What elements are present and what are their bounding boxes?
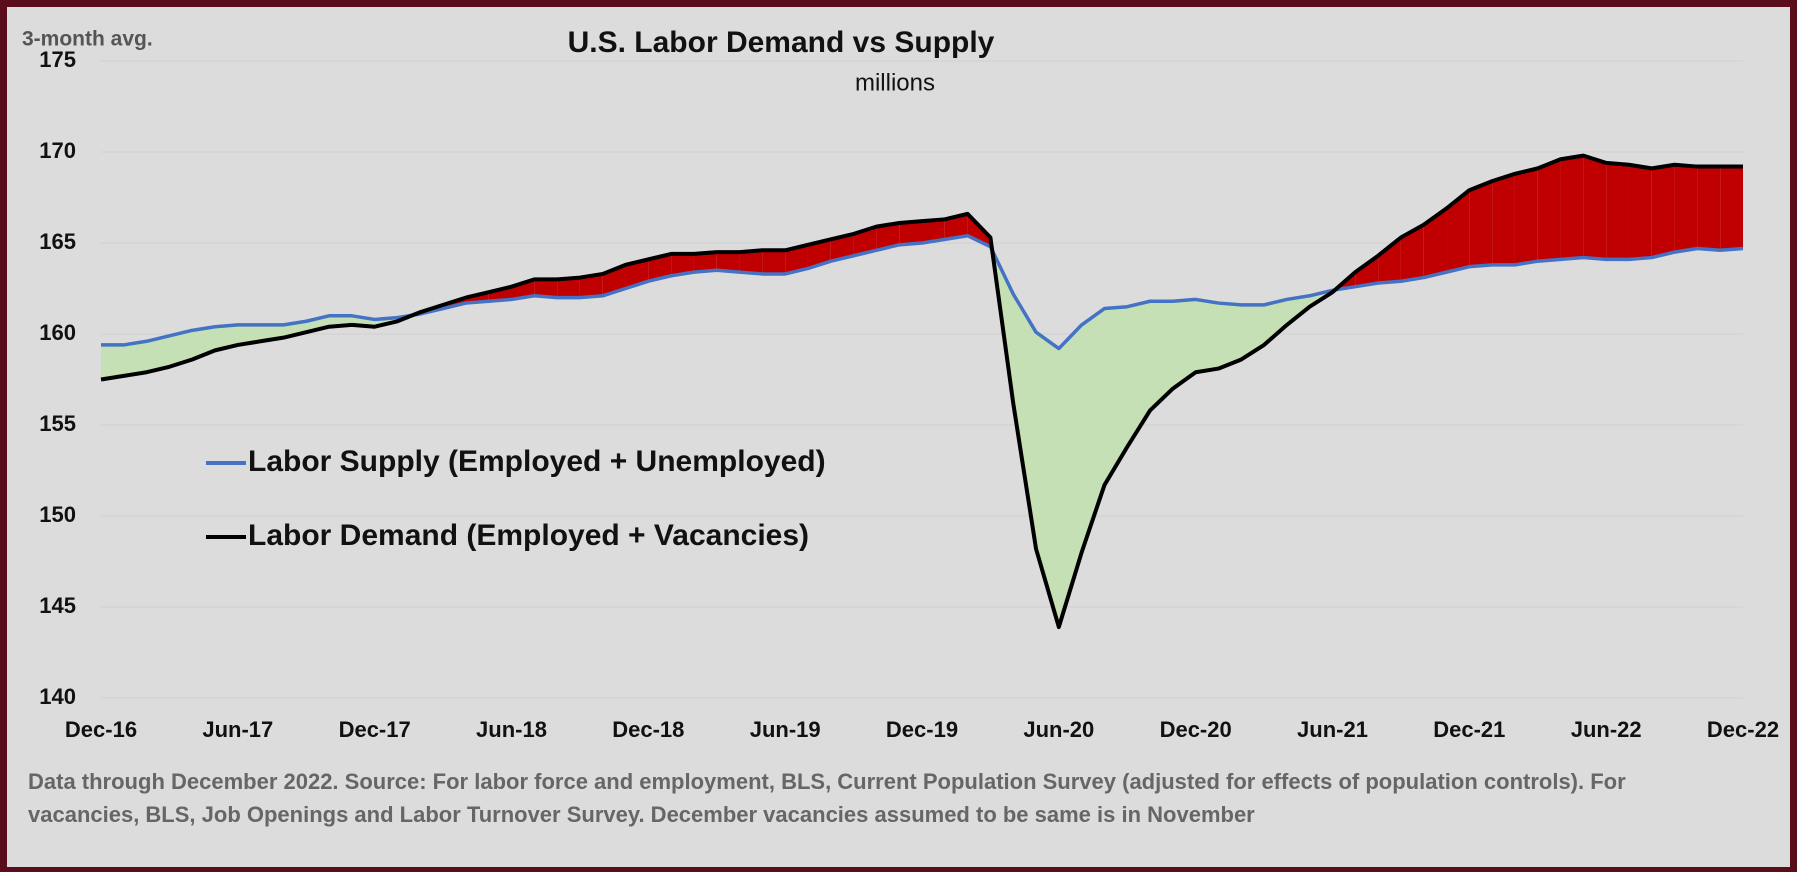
gap-fill xyxy=(1241,304,1265,360)
gap-fill xyxy=(1583,155,1607,260)
panel xyxy=(7,7,1790,867)
chart-subtitle: millions xyxy=(855,69,935,96)
y-tick-label: 160 xyxy=(39,320,76,345)
gap-fill xyxy=(1560,155,1584,260)
legend-label: Labor Demand (Employed + Vacancies) xyxy=(248,519,809,552)
footnote: Data through December 2022. Source: For … xyxy=(28,769,1626,794)
gap-fill xyxy=(215,324,238,351)
gap-fill xyxy=(1127,301,1151,447)
gap-fill xyxy=(1013,293,1037,549)
x-tick-label: Jun-17 xyxy=(202,717,273,742)
gap-fill xyxy=(534,279,558,298)
x-tick-label: Dec-18 xyxy=(612,717,684,742)
gap-fill xyxy=(1674,164,1698,253)
series-line xyxy=(100,153,1743,630)
x-tick-label: Jun-18 xyxy=(476,717,547,742)
x-tick-label: Jun-20 xyxy=(1023,717,1094,742)
lines xyxy=(100,153,1744,630)
gap-fill xyxy=(1286,295,1310,325)
gap-fill xyxy=(579,273,603,298)
gap-fill xyxy=(1697,166,1721,251)
x-tick-label: Jun-21 xyxy=(1297,717,1368,742)
gap-fill xyxy=(876,222,900,251)
gap-fill xyxy=(1492,173,1515,265)
gap-fill xyxy=(922,219,945,243)
gap-fill xyxy=(101,344,124,380)
gap-fill xyxy=(716,252,740,273)
gap-fill xyxy=(785,244,808,274)
legend-label: Labor Supply (Employed + Unemployed) xyxy=(248,445,826,478)
x-tick-label: Dec-22 xyxy=(1707,717,1779,742)
gap-fill xyxy=(1218,303,1242,369)
gap-fill xyxy=(1628,164,1652,260)
gap-fill xyxy=(1423,208,1447,278)
gap-fill xyxy=(1172,299,1196,389)
y-tick-label: 155 xyxy=(39,411,76,436)
footnote: vacancies, BLS, Job Openings and Labor T… xyxy=(28,802,1255,827)
y-tick-label: 170 xyxy=(39,138,76,163)
gap-fill xyxy=(1264,299,1287,345)
y-tick-label: 175 xyxy=(39,47,76,72)
gap-fill xyxy=(557,277,580,298)
gap-fill xyxy=(648,253,672,282)
gap-fill xyxy=(944,213,968,240)
gap-fill xyxy=(1036,332,1059,628)
chart-title: U.S. Labor Demand vs Supply xyxy=(568,26,995,59)
y-axis-note: 3-month avg. xyxy=(22,28,153,51)
gap-fill xyxy=(488,286,512,302)
x-tick-label: Dec-19 xyxy=(886,717,958,742)
gap-fill xyxy=(1514,168,1538,265)
gap-fill xyxy=(1355,255,1379,287)
series-line xyxy=(101,233,1744,351)
gap-fill xyxy=(1058,324,1082,628)
gap-fill xyxy=(762,250,786,274)
gap-fill xyxy=(123,341,147,376)
y-tick-label: 165 xyxy=(39,229,76,254)
gap-fill xyxy=(1651,164,1675,258)
x-tick-label: Dec-20 xyxy=(1160,717,1232,742)
gap-fill xyxy=(739,250,763,274)
gap-fill xyxy=(1378,237,1401,284)
gap-fill xyxy=(1537,159,1561,262)
gap-fill xyxy=(1720,166,1743,251)
gap-fill xyxy=(237,324,261,345)
gap-fill xyxy=(1400,224,1424,282)
y-tick-label: 140 xyxy=(39,684,76,709)
gap-fill xyxy=(899,221,922,245)
gap-fill xyxy=(830,233,854,262)
x-tick-label: Dec-16 xyxy=(65,717,137,742)
y-tick-label: 150 xyxy=(39,502,76,527)
gap-fill xyxy=(1195,299,1219,373)
gap-fill xyxy=(671,253,694,276)
gap-fill xyxy=(1446,190,1470,273)
gap-fill xyxy=(1150,301,1173,411)
gap-fill xyxy=(1104,306,1128,486)
gap-fill xyxy=(1081,308,1105,553)
y-tick-label: 145 xyxy=(39,593,76,618)
x-tick-label: Dec-21 xyxy=(1433,717,1505,742)
x-tick-label: Jun-22 xyxy=(1571,717,1642,742)
gap-fill xyxy=(1606,162,1629,260)
x-tick-label: Jun-19 xyxy=(750,717,821,742)
gap-fill xyxy=(1469,181,1493,267)
gap-fill xyxy=(146,335,170,373)
gap-fill xyxy=(693,252,717,273)
x-tick-label: Dec-17 xyxy=(339,717,411,742)
gap-fill xyxy=(511,279,535,300)
gap-fill xyxy=(169,330,193,367)
